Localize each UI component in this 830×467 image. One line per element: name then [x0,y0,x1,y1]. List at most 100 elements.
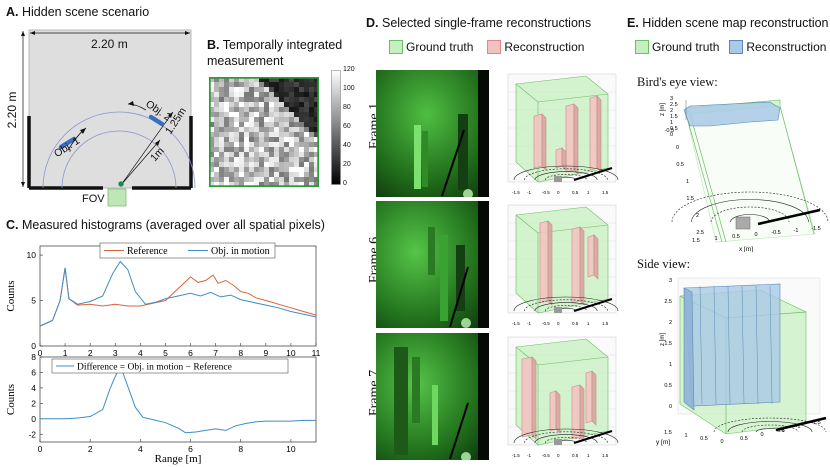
x-tick-label: -0.5 [771,230,780,236]
x-tick-label: 1 [63,348,68,358]
z-axis-label: z [m] [660,333,666,346]
axis-tick-label: 0.5 [572,321,579,326]
panel-b: B. Temporally integrated measurement 120… [201,37,361,197]
series-line [39,267,317,327]
gt-room-volume [515,206,609,314]
axis-tick-label: 0.5 [572,190,579,195]
panel-d-title: D. Selected single-frame reconstructions [366,16,591,30]
y-tick-label: 1 [686,179,689,185]
x-tick-label: 0 [38,348,43,358]
wall-line [757,208,821,226]
x-tick-label: 4 [138,444,143,454]
y-tick-label: 8 [31,352,36,362]
axis-tick-label: -1 [527,190,531,195]
y-tick-label: 0 [31,341,36,351]
y-tick-label: 0.5 [676,162,684,168]
legend-gt-label: Ground truth [406,40,474,54]
reconstructed-object [571,226,581,304]
panel-e-letter: E. [627,16,639,30]
panel-e-title: E. Hidden scene map reconstruction [627,16,829,30]
reconstructed-object-side [573,103,579,175]
x-tick-label: 0 [754,232,757,238]
legend-rec-label: Reconstruction [746,40,827,54]
y-axis-label: y [m] [656,439,670,446]
panel-d-title-text: Selected single-frame reconstructions [381,16,592,30]
x-tick-label: 8 [238,348,243,358]
reconstructed-object-side [541,113,547,171]
z-tick-label: 2.5 [664,299,672,305]
x-tick-label: 10 [286,348,296,358]
panel-e: E. Hidden scene map reconstruction Groun… [627,0,830,467]
z-tick-label: 1.5 [664,341,672,347]
panel-a-title-text: Hidden scene scenario [21,5,150,19]
x-axis-label: x [m] [739,246,753,252]
axis-tick-label: 1 [587,453,590,458]
legend-gt-swatch [389,40,403,54]
legend-gt-label: Ground truth [652,40,720,54]
sensor-block [735,216,751,230]
rec-wall-seam [769,285,773,405]
x-tick-label: 1 [714,236,717,242]
colorbar-tick-label: 60 [343,123,351,130]
x-tick-label: 6 [188,348,193,358]
rec-back-wall [683,101,781,127]
wall-line [573,297,613,313]
x-tick-label: -0.5 [775,428,784,434]
y-tick-label: 0 [676,145,679,151]
rec-wall-side [683,287,695,411]
panel-d: D. Selected single-frame reconstructions… [362,0,626,467]
y-tick-label: 2 [31,398,36,408]
z-axis-label: z [m] [660,103,666,116]
axis-tick-label: 1.5 [602,453,609,458]
gt-edge [537,356,609,366]
floor-range-arcs [671,191,829,223]
reconstructed-object [521,356,533,438]
z-tick-label: 0 [670,132,673,138]
x-tick-label: -1.5 [811,226,820,232]
z-tick-label: 2.5 [670,102,678,108]
panel-c: C. Measured histograms (averaged over al… [0,218,360,467]
reconstructed-object [585,370,593,424]
room-width-label: 2.20 m [91,37,128,51]
panel-a-title: A. Hidden scene scenario [6,5,149,19]
axis-tick-label: -1.5 [512,321,520,326]
colorbar-tick-label: 0 [343,180,347,187]
panel-e-title-text: Hidden scene map reconstruction [642,16,829,30]
axis-tick-label: 1.5 [602,190,609,195]
y-tick-label: 1.5 [664,430,672,436]
panel-e-legend: Ground truth Reconstruction [635,40,826,54]
gt-edge [537,93,609,103]
y-tick-label: -0.5 [665,128,674,134]
colorbar-tick-label: 100 [343,85,355,92]
y-tick-label: 0.5 [700,436,708,442]
legend-rec-swatch [729,40,744,54]
reconstructed-object-side [561,147,567,171]
sensor-block [554,307,562,313]
z-tick-label: 0.5 [670,126,678,132]
fov-label: FOV [82,193,105,205]
x-tick-label: 1.5 [692,238,700,244]
frame-6-render [376,201,489,328]
colorbar-tick-label: 120 [343,66,355,73]
z-tick-label: 2 [670,108,673,114]
axis-tick-label: 0 [557,321,560,326]
rec-wall-seam [727,285,731,405]
axis-tick-label: -1.5 [512,453,520,458]
colorbar-ticks: 120 100 80 60 40 20 0 [343,66,365,187]
reconstructed-object-side [555,390,561,434]
frame-1-render [376,70,489,197]
side-view-plot: 32.521.510.50z [m]1.5 1 0.5 0 0.50-0.5-1-1.5… [656,277,827,446]
frame-6-reconstruction: -1.5 -1 -0.5 0 0.5 1 1.5 [507,204,619,326]
z-tick-label: 3 [670,96,673,102]
reconstructed-object-side [579,384,585,442]
x-tick-label: 2 [88,348,93,358]
plot-frame [39,356,317,443]
frame-1-reconstruction: -1.5 -1 -0.5 0 0.5 1 1.5 [507,73,619,195]
panel-d-legend: Ground truth Reconstruction [389,40,584,54]
reconstructed-object-side [547,220,553,306]
y-tick-label: 0 [31,414,36,424]
reconstructed-object-side [531,356,537,440]
colorbar-tick-label: 40 [343,142,351,149]
axis-tick-label: -1 [527,453,531,458]
reconstructed-object-side [591,370,597,426]
